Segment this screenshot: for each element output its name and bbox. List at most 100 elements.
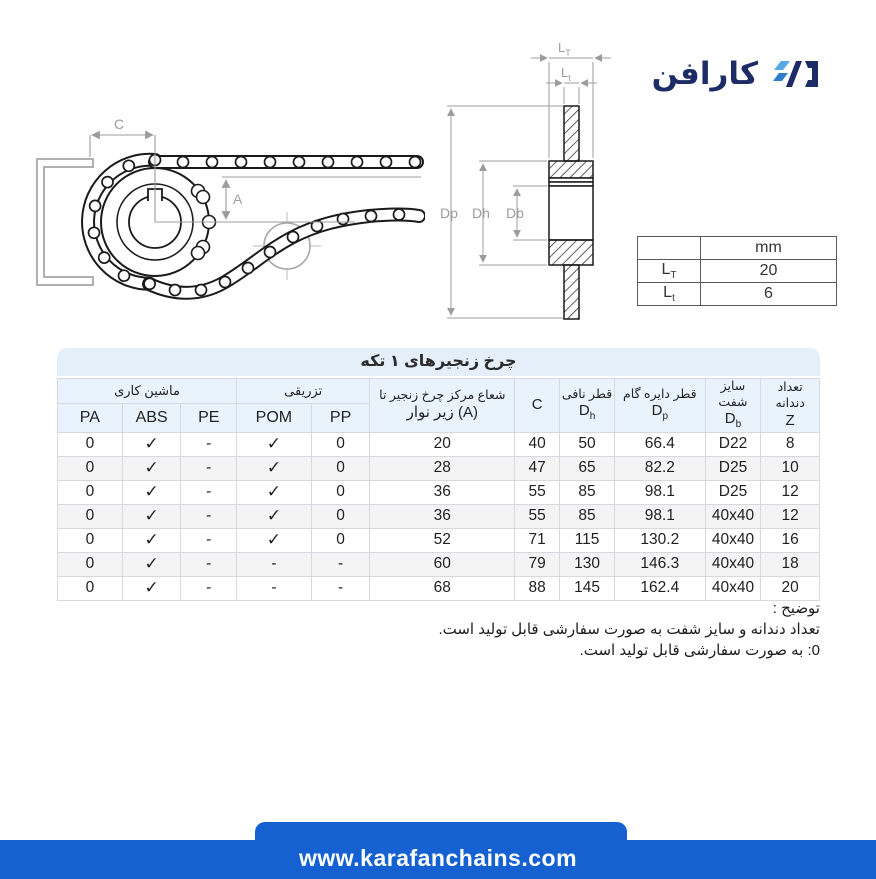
table-cell: 65 [559, 455, 615, 481]
table-title: چرخ زنجیرهای ۱ تکه [57, 348, 820, 376]
table-cell: - [236, 551, 312, 577]
table-cell: - [180, 431, 238, 457]
sprocket-section-drawing: LT Lt Dp Dh Db [440, 40, 611, 320]
table-cell: 12 [760, 479, 820, 505]
table-cell: ✓ [121, 455, 182, 481]
sprocket-data-table: چرخ زنجیرهای ۱ تکه ماشین کاری تزریقی شعاع … [56, 348, 820, 601]
table-cell: 55 [514, 503, 561, 529]
table-cell: 79 [514, 551, 561, 577]
sprocket-side-view-drawing: C A [36, 116, 425, 300]
material-column-header: POM [236, 402, 312, 433]
table-cell: ✓ [236, 431, 312, 457]
table-cell: 0 [57, 527, 123, 553]
table-cell: 162.4 [613, 575, 706, 601]
table-cell: 130.2 [613, 527, 706, 553]
table-cell: ✓ [121, 551, 182, 577]
material-column-header: ABS [121, 402, 182, 433]
column-header: قطر نافی Dh [559, 378, 615, 433]
spec-label-ltt: Lt [637, 282, 701, 306]
table-cell: ✓ [121, 479, 182, 505]
column-header: تعداد دندانه Z [760, 378, 820, 433]
table-cell: 0 [57, 431, 123, 457]
table-cell: - [180, 503, 238, 529]
table-cell: 130 [559, 551, 615, 577]
table-cell: 88 [514, 575, 561, 601]
table-cell: - [310, 575, 371, 601]
spec-empty-cell [637, 236, 701, 260]
footer-tab [255, 822, 627, 879]
table-cell: - [310, 551, 371, 577]
dim-label-db: Db [506, 205, 524, 221]
table-cell: 0 [57, 575, 123, 601]
table-cell: 0 [57, 503, 123, 529]
table-cell: - [180, 527, 238, 553]
table-cell: 146.3 [613, 551, 706, 577]
table-cell: 0 [310, 431, 371, 457]
table-cell: 36 [369, 479, 516, 505]
table-cell: D25 [704, 479, 762, 505]
section-body [548, 105, 594, 320]
table-cell: 98.1 [613, 479, 706, 505]
table-row: 0 ✓ - ✓ 0 20 40 50 66.4 D22 8 [57, 431, 820, 457]
table-cell: 66.4 [613, 431, 706, 457]
table-cell: 145 [559, 575, 615, 601]
table-cell: ✓ [236, 455, 312, 481]
material-column-header: PA [57, 402, 123, 433]
spec-label-lt: LT [637, 259, 701, 283]
dim-label-a: A [233, 191, 243, 207]
table-cell: 10 [760, 455, 820, 481]
table-cell: 20 [369, 431, 516, 457]
table-cell: - [180, 551, 238, 577]
table-cell: 71 [514, 527, 561, 553]
spec-value-lt: 20 [700, 259, 837, 283]
dim-label-dh: Dh [472, 205, 490, 221]
karafan-logo: کارافن [652, 56, 818, 92]
table-cell: ✓ [121, 575, 182, 601]
table-cell: ✓ [121, 431, 182, 457]
table-cell: 82.2 [613, 455, 706, 481]
table-cell: 40x40 [704, 575, 762, 601]
column-header: قطر دایره گام Dp [613, 378, 706, 433]
notes-title: توضیح : [772, 600, 820, 617]
dim-label-c: C [114, 116, 124, 132]
dimension-a [221, 176, 421, 220]
column-header: شعاع مرکز چرخ زنجیر تا زیر نوار (A) [369, 378, 516, 433]
table-cell: 85 [559, 479, 615, 505]
table-cell: 0 [310, 479, 371, 505]
table-cell: 55 [514, 479, 561, 505]
table-cell: 50 [559, 431, 615, 457]
table-cell: 0 [57, 551, 123, 577]
column-header: C [514, 378, 561, 433]
table-cell: ✓ [121, 503, 182, 529]
table-cell: 40x40 [704, 527, 762, 553]
table-cell: D25 [704, 455, 762, 481]
table-cell: 40 [514, 431, 561, 457]
spec-value-ltt: 6 [700, 282, 837, 306]
material-column-header: PP [310, 402, 371, 433]
table-cell: - [180, 575, 238, 601]
table-row: 0 ✓ - ✓ 0 36 55 85 98.1 40x40 12 [57, 503, 820, 529]
table-cell: ✓ [236, 527, 312, 553]
table-row: 0 ✓ - - -68 88 145 162.4 40x40 20 [57, 575, 820, 601]
table-cell: 18 [760, 551, 820, 577]
column-group-header: تزریقی [236, 378, 371, 404]
table-cell: ✓ [236, 503, 312, 529]
table-cell: 52 [369, 527, 516, 553]
lt-dimensions-table: mm LT 20 Lt 6 [637, 236, 837, 306]
table-cell: 0 [310, 503, 371, 529]
table-cell: D22 [704, 431, 762, 457]
table-cell: 68 [369, 575, 516, 601]
table-cell: 0 [57, 455, 123, 481]
website-link[interactable]: www.karafanchains.com [298, 845, 578, 871]
table-cell: 0 [310, 527, 371, 553]
table-cell: 0 [310, 455, 371, 481]
table-cell: 20 [760, 575, 820, 601]
table-cell: - [236, 575, 312, 601]
karafan-logo-text: کارافن [651, 56, 758, 91]
table-cell: 8 [760, 431, 820, 457]
column-group-header: ماشین کاری [56, 378, 238, 404]
table-row: 0 ✓ - ✓ 0 28 47 65 82.2 D25 10 [57, 455, 820, 481]
table-cell: 36 [369, 503, 516, 529]
section-dimensions [447, 54, 611, 319]
